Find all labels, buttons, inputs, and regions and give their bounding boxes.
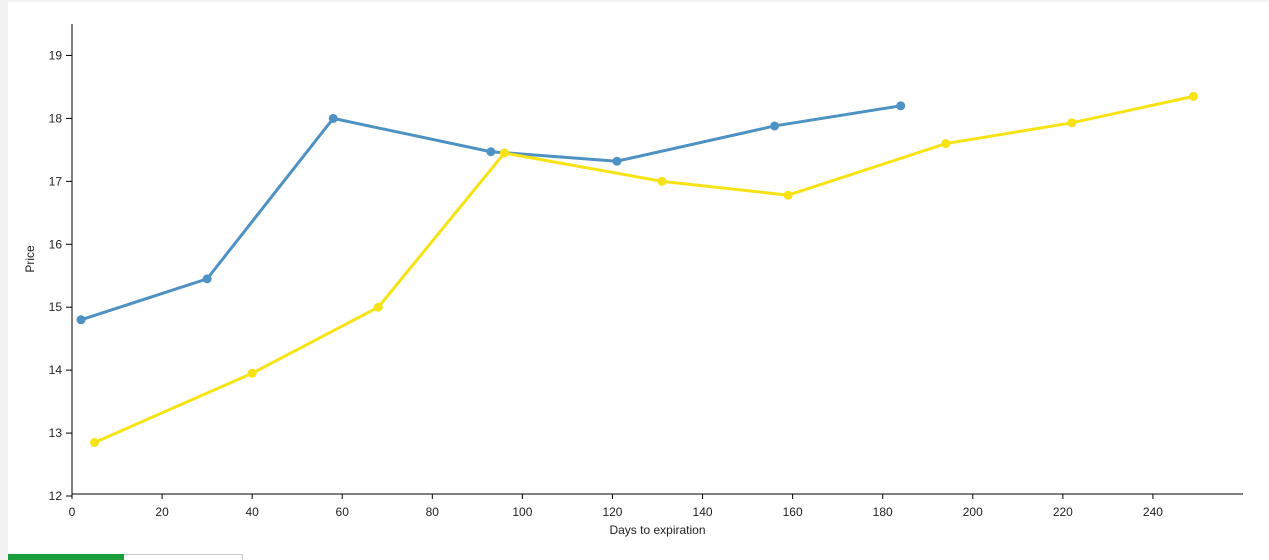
y-axis-ticks: 12 13 14 15 16 17 18 19: [49, 48, 72, 503]
series-2-point[interactable]: [499, 148, 509, 158]
tab-inactive[interactable]: [124, 554, 243, 560]
y-axis-title: Price: [23, 245, 37, 273]
x-axis-title: Days to expiration: [609, 523, 705, 537]
series-1: [76, 101, 906, 325]
y-tick-label: 18: [49, 111, 63, 125]
x-tick-label: 240: [1143, 505, 1163, 519]
series-2-line: [93, 94, 1195, 445]
x-tick-label: 180: [873, 505, 893, 519]
x-tick-label: 140: [693, 505, 713, 519]
series-1-line: [79, 104, 903, 322]
x-tick-label: 40: [245, 505, 259, 519]
series-2-point[interactable]: [657, 176, 667, 186]
x-axis-ticks: 0 20 40 60 80 100 120 140 160 180 200 220 240: [69, 494, 1163, 519]
axes: 0 20 40 60 80 100 120 140 160 180 200 220 240 12 13 14…: [23, 24, 1243, 537]
series-2-point[interactable]: [941, 139, 951, 149]
tab-active[interactable]: [8, 554, 124, 560]
series-1-point[interactable]: [770, 121, 780, 131]
series-1-point[interactable]: [486, 147, 496, 157]
x-tick-label: 100: [512, 505, 532, 519]
y-tick-label: 16: [49, 237, 63, 251]
series-2-point[interactable]: [1188, 91, 1198, 101]
y-tick-label: 19: [49, 48, 63, 62]
x-tick-label: 60: [336, 505, 350, 519]
x-tick-label: 220: [1053, 505, 1073, 519]
y-tick-label: 15: [49, 300, 63, 314]
y-tick-label: 13: [49, 426, 63, 440]
series-1-point[interactable]: [896, 101, 906, 111]
series-1-point[interactable]: [202, 274, 212, 284]
y-tick-label: 14: [49, 363, 63, 377]
bottom-tab-bar: [8, 554, 243, 560]
series-2-point[interactable]: [90, 438, 100, 448]
x-tick-label: 80: [426, 505, 440, 519]
series-2-point[interactable]: [247, 368, 257, 378]
series-2-point[interactable]: [373, 302, 383, 312]
series-2-point[interactable]: [783, 190, 793, 200]
chart-panel: [8, 2, 1269, 560]
series-1-point[interactable]: [328, 113, 338, 123]
series-2: [90, 91, 1198, 448]
y-tick-label: 12: [49, 489, 63, 503]
series-1-point[interactable]: [612, 156, 622, 166]
x-tick-label: 160: [783, 505, 803, 519]
series-2-point[interactable]: [1067, 118, 1077, 128]
x-tick-label: 200: [963, 505, 983, 519]
x-tick-label: 0: [69, 505, 76, 519]
y-tick-label: 17: [49, 174, 63, 188]
series-layer: [76, 91, 1198, 448]
series-1-point[interactable]: [76, 315, 86, 325]
x-tick-label: 20: [155, 505, 169, 519]
x-tick-label: 120: [602, 505, 622, 519]
